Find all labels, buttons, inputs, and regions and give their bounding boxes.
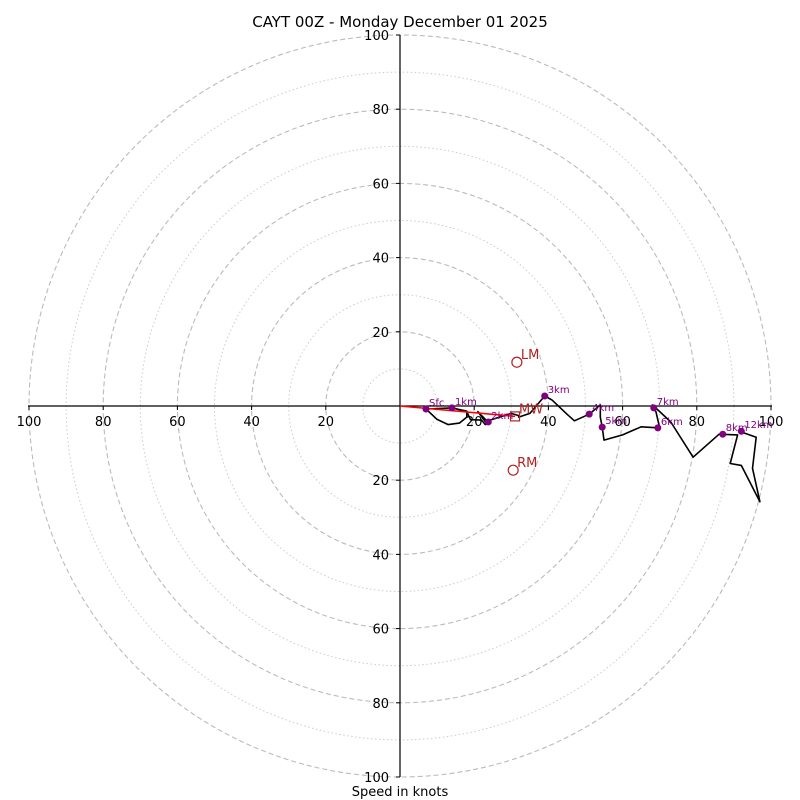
y-tick-label: 60 <box>372 623 389 638</box>
x-tick-label: 20 <box>318 415 335 430</box>
level-label: Sfc <box>429 398 444 409</box>
level-label: 1km <box>455 397 477 408</box>
x-tick-label: 20 <box>466 415 483 430</box>
y-tick-label: 100 <box>364 29 389 44</box>
x-tick-label: 60 <box>169 415 186 430</box>
y-tick-label: 20 <box>372 326 389 341</box>
motion-label: RM <box>517 456 537 471</box>
level-marker <box>448 404 456 412</box>
x-tick-label: 80 <box>689 415 706 430</box>
level-marker <box>422 405 430 413</box>
mean-wind-line <box>399 405 516 418</box>
level-marker <box>719 430 727 438</box>
level-label: 7km <box>657 397 679 408</box>
y-tick-label: 80 <box>372 103 389 118</box>
x-tick-label: 60 <box>614 415 631 430</box>
chart-title: CAYT 00Z - Monday December 01 2025 <box>252 13 548 31</box>
level-marker <box>585 410 593 418</box>
level-label: 5km <box>605 416 627 427</box>
y-tick-label: 80 <box>372 697 389 712</box>
x-tick-label: 40 <box>540 415 557 430</box>
level-marker <box>650 404 658 412</box>
level-marker <box>541 392 549 400</box>
hodograph-trace <box>425 395 761 503</box>
level-label: 3km <box>548 385 570 396</box>
level-marker <box>737 427 745 435</box>
x-tick-label: 100 <box>759 415 784 430</box>
level-marker <box>598 423 606 431</box>
level-label: 4km <box>592 403 614 414</box>
y-tick-label: 60 <box>372 177 389 192</box>
x-tick-label: 40 <box>243 415 260 430</box>
level-label: 8km <box>726 423 748 434</box>
level-label: 6km <box>661 417 683 428</box>
x-tick-label: 100 <box>17 415 42 430</box>
level-marker <box>654 424 662 432</box>
y-tick-label: 40 <box>372 252 389 267</box>
x-axis-label: Speed in knots <box>352 785 449 800</box>
y-tick-label: 20 <box>372 474 389 489</box>
level-label: 12km <box>744 420 772 431</box>
y-tick-label: 40 <box>372 548 389 563</box>
motion-label: MW <box>519 402 543 417</box>
storm-motion-marker <box>507 464 519 476</box>
level-label: 2km <box>491 411 513 422</box>
motion-label: LM <box>521 348 539 363</box>
level-marker <box>484 418 492 426</box>
y-tick-label: 100 <box>364 771 389 786</box>
mean-wind-marker <box>509 411 521 422</box>
x-tick-label: 80 <box>95 415 112 430</box>
storm-motion-marker <box>511 356 523 368</box>
